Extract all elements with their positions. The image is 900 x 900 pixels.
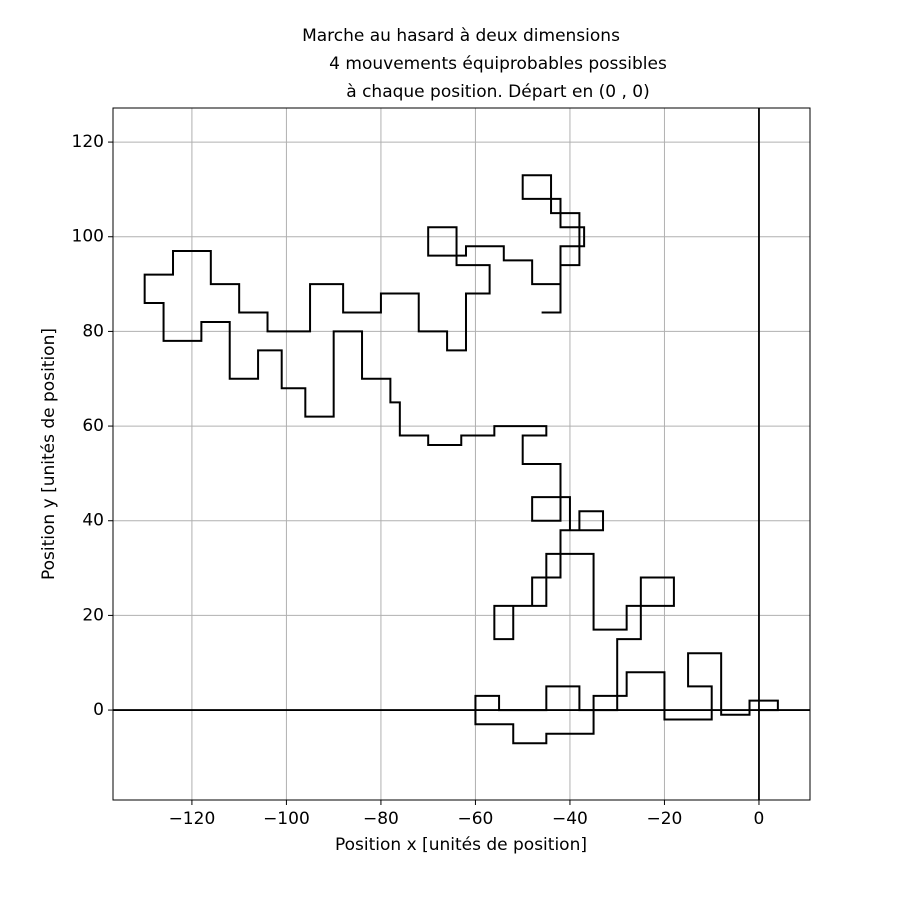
plot-frame: [112, 107, 811, 801]
y-tick-label: 20: [82, 605, 104, 625]
y-tick-label: 120: [72, 132, 104, 152]
x-tick-label: 0: [754, 809, 765, 829]
x-tick-label: −60: [457, 809, 493, 829]
chart-title: 4 mouvements équiprobables possibles: [329, 54, 667, 74]
y-tick-label: 80: [82, 321, 104, 341]
walk-line: [143, 174, 779, 745]
chart-title: Marche au hasard à deux dimensions: [302, 26, 620, 46]
x-tick-label: −20: [647, 809, 683, 829]
y-tick-label: 40: [82, 511, 104, 531]
y-tick-label: 60: [82, 416, 104, 436]
x-tick-label: −120: [169, 809, 216, 829]
y-axis-label: Position y [unités de position]: [39, 328, 59, 580]
x-tick-label: −80: [363, 809, 399, 829]
x-axis-label: Position x [unités de position]: [335, 835, 587, 855]
y-tick-label: 0: [93, 700, 104, 720]
x-tick-label: −40: [552, 809, 588, 829]
x-tick-label: −100: [263, 809, 310, 829]
y-tick-label: 100: [72, 227, 104, 247]
chart-title: à chaque position. Départ en (0 , 0): [346, 82, 650, 102]
